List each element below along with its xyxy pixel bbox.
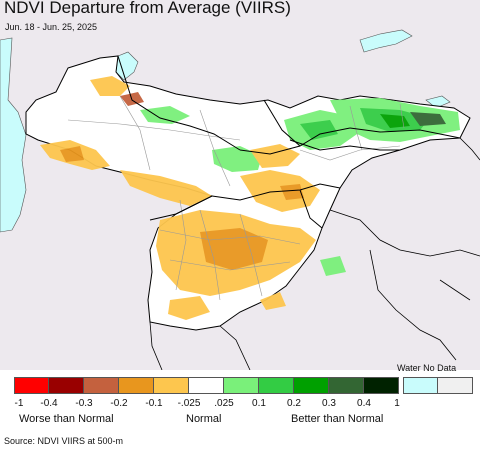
ndvi-map: [0, 0, 480, 370]
legend-swatch: [189, 377, 224, 394]
legend-swatch: [224, 377, 259, 394]
legend-swatches: [14, 377, 473, 395]
category-normal: Normal: [186, 413, 222, 425]
category-worse: Worse than Normal: [19, 413, 114, 425]
legend-swatch: [14, 377, 49, 394]
legend-ticks: -1 -0.4 -0.3 -0.2 -0.1 -.025 .025 0.1 0.…: [0, 398, 480, 410]
tick-label: 0.3: [322, 398, 336, 409]
water-no-data-label: Water No Data: [397, 363, 457, 373]
caspian-sea: [0, 37, 27, 233]
tick-label: -1: [14, 398, 24, 409]
legend-swatch: [294, 377, 329, 394]
legend-swatch-water: [403, 377, 438, 394]
category-better: Better than Normal: [291, 413, 384, 425]
tick-label: 0.2: [287, 398, 301, 409]
legend-swatch: [329, 377, 364, 394]
tick-label: -0.4: [40, 398, 58, 409]
country-borders: [117, 55, 461, 229]
source-note: Source: NDVI VIIRS at 500-m: [4, 436, 124, 446]
tick-label: -0.3: [75, 398, 93, 409]
legend-swatch: [259, 377, 294, 394]
legend-swatch-nodata: [438, 377, 473, 394]
tick-label: 0.1: [252, 398, 266, 409]
map-subtitle: Jun. 18 - Jun. 25, 2025: [5, 22, 98, 32]
tick-label: -0.2: [110, 398, 128, 409]
outer-borders: [149, 137, 480, 370]
legend-swatch: [84, 377, 119, 394]
legend-swatch: [154, 377, 189, 394]
legend-swatch: [49, 377, 84, 394]
tick-label: 0.4: [357, 398, 371, 409]
tick-label: -0.1: [145, 398, 163, 409]
legend-swatch: [119, 377, 154, 394]
map-title: NDVI Departure from Average (VIIRS): [4, 0, 291, 17]
legend-swatch: [364, 377, 399, 394]
lake-balkhash: [359, 29, 413, 53]
ndvi-patches: [40, 76, 460, 320]
tick-label: 1: [394, 398, 400, 409]
tick-label: -.025: [177, 398, 201, 409]
tick-label: .025: [214, 398, 234, 409]
